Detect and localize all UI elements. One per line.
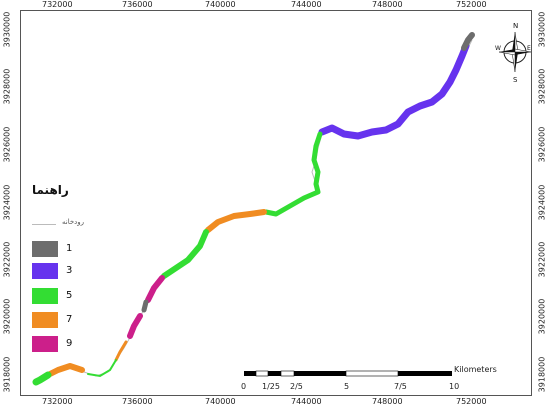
river-segment-class-5 <box>263 131 323 217</box>
scale-bar-label: 0 <box>241 382 247 391</box>
river-segment-class-5 <box>87 359 117 378</box>
x-tick-bottom: 748000 <box>372 397 403 406</box>
river-segment-class-1 <box>141 299 149 313</box>
legend-swatch <box>32 241 58 257</box>
x-tick-bottom: 744000 <box>291 397 322 406</box>
x-tick-bottom: 740000 <box>205 397 236 406</box>
river-segment-class-9 <box>127 313 143 339</box>
legend-swatch <box>32 312 58 328</box>
legend-label: 5 <box>66 290 73 301</box>
legend-swatch <box>32 336 58 352</box>
legend-item: 5 <box>32 288 112 306</box>
map-frame <box>20 10 532 396</box>
river-segment-class-5 <box>32 371 52 386</box>
legend-item: 9 <box>32 336 112 354</box>
x-tick-bottom: 736000 <box>122 397 153 406</box>
north-arrow-icon: N S E W <box>495 20 535 86</box>
scale-bar-segment <box>255 370 269 377</box>
x-tick-top: 740000 <box>205 0 236 9</box>
legend-label: 1 <box>66 243 73 254</box>
river-segment-class-3 <box>318 42 470 140</box>
legend-swatch <box>32 263 58 279</box>
legend-swatch <box>32 288 58 304</box>
x-tick-top: 748000 <box>372 0 403 9</box>
scale-bar-label: 5 <box>344 382 350 391</box>
legend-label: 7 <box>66 314 73 325</box>
legend-label: 3 <box>66 265 73 276</box>
scale-bar-label: 7/5 <box>394 382 407 391</box>
river-segment-class-7 <box>205 209 267 233</box>
scale-bar-label: 1/25 <box>262 382 280 391</box>
scale-bar-segment <box>345 370 399 377</box>
scale-bar-unit: Kilometers <box>454 365 497 374</box>
scale-bar-segment <box>294 371 346 376</box>
legend-river-label: رودخانه <box>62 218 85 226</box>
legend-river-line <box>32 224 56 225</box>
x-tick-top: 752000 <box>456 0 487 9</box>
legend-label: 9 <box>66 338 73 349</box>
river-segment-class-9 <box>145 275 165 303</box>
river-segment-class-7 <box>114 340 128 362</box>
scale-bar-segment <box>280 370 295 377</box>
legend-item: 7 <box>32 312 112 330</box>
river-segment-class-7 <box>47 363 85 377</box>
x-tick-bottom: 732000 <box>42 397 73 406</box>
x-tick-top: 744000 <box>291 0 322 9</box>
river-segment-class-5 <box>161 229 209 279</box>
legend-item: 1 <box>32 241 112 259</box>
south-label: S <box>513 76 518 84</box>
east-label: E <box>527 45 531 52</box>
river-segment-class-1 <box>461 32 475 51</box>
legend-title: راهنما <box>32 183 69 197</box>
west-label: W <box>495 45 501 52</box>
scale-bar-segment <box>268 371 281 376</box>
legend-item: 3 <box>32 263 112 281</box>
scale-bar-label: 2/5 <box>290 382 303 391</box>
x-tick-top: 736000 <box>122 0 153 9</box>
scale-bar <box>244 370 452 377</box>
scale-bar-label: 10 <box>449 382 460 391</box>
scale-bar-segment <box>244 371 256 376</box>
x-tick-bottom: 752000 <box>456 397 487 406</box>
north-label: N <box>513 22 518 30</box>
scale-bar-segment <box>398 371 452 376</box>
x-tick-top: 732000 <box>42 0 73 9</box>
